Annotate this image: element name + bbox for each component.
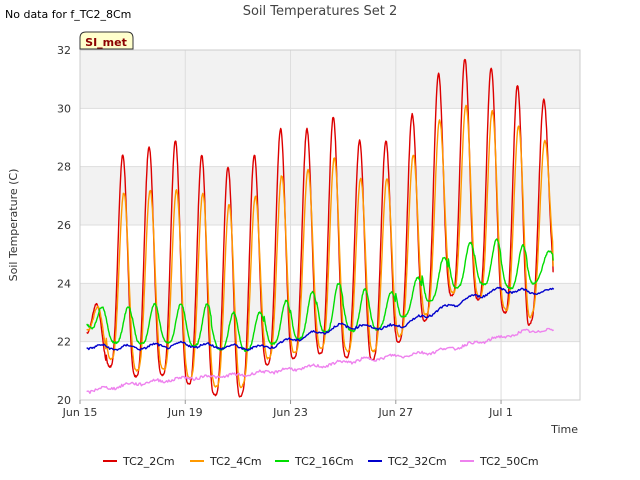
no-data-note: No data for f_TC2_8Cm <box>5 8 131 21</box>
badge: SI_met <box>79 31 134 50</box>
series-layer <box>86 58 555 398</box>
chart-title: Soil Temperatures Set 2 <box>243 4 398 19</box>
x-tick-labels: Jun 15 Jun 19 Jun 23 Jun 27 Jul 1 <box>62 400 513 419</box>
y-tick-label: 30 <box>57 102 71 115</box>
legend-label: TC2_32Cm <box>387 455 447 468</box>
legend-label: TC2_2Cm <box>122 455 175 468</box>
legend-label: TC2_4Cm <box>209 455 262 468</box>
x-tick-label: Jun 27 <box>377 406 413 419</box>
y-tick-label: 24 <box>57 277 71 290</box>
legend-item-TC2_50Cm: TC2_50Cm <box>460 455 539 468</box>
series-line-TC2_4Cm <box>86 104 554 389</box>
plot-frame <box>79 49 581 401</box>
series-line-TC2_16Cm <box>86 238 554 352</box>
y-tick-label: 28 <box>57 161 71 174</box>
badge-label: SI_met <box>85 36 127 49</box>
series-line-TC2_2Cm <box>86 58 554 398</box>
y-tick-labels: 20 22 24 26 28 30 32 <box>57 44 71 407</box>
legend-label: TC2_50Cm <box>479 455 539 468</box>
x-axis-label: Time <box>550 423 578 436</box>
legend-item-TC2_32Cm: TC2_32Cm <box>368 455 447 468</box>
x-tick-label: Jul 1 <box>488 406 513 419</box>
y-tick-label: 20 <box>57 394 71 407</box>
plot-band <box>80 283 580 342</box>
y-tick-label: 26 <box>57 219 71 232</box>
legend-item-TC2_16Cm: TC2_16Cm <box>275 455 354 468</box>
plot-band <box>80 50 580 109</box>
legend-label: TC2_16Cm <box>294 455 354 468</box>
x-tick-label: Jun 23 <box>272 406 308 419</box>
x-tick-label: Jun 15 <box>62 406 98 419</box>
legend: TC2_2Cm TC2_4Cm TC2_16Cm TC2_32Cm TC2_50Cm <box>103 455 539 468</box>
legend-item-TC2_2Cm: TC2_2Cm <box>103 455 175 468</box>
series-line-TC2_50Cm <box>86 327 554 394</box>
y-tick-label: 22 <box>57 336 71 349</box>
series-line-TC2_32Cm <box>86 286 555 352</box>
y-axis-label: Soil Temperature (C) <box>7 169 20 282</box>
y-tick-label: 32 <box>57 44 71 57</box>
badge-box <box>79 31 134 50</box>
legend-item-TC2_4Cm: TC2_4Cm <box>190 455 262 468</box>
x-tick-label: Jun 19 <box>167 406 203 419</box>
